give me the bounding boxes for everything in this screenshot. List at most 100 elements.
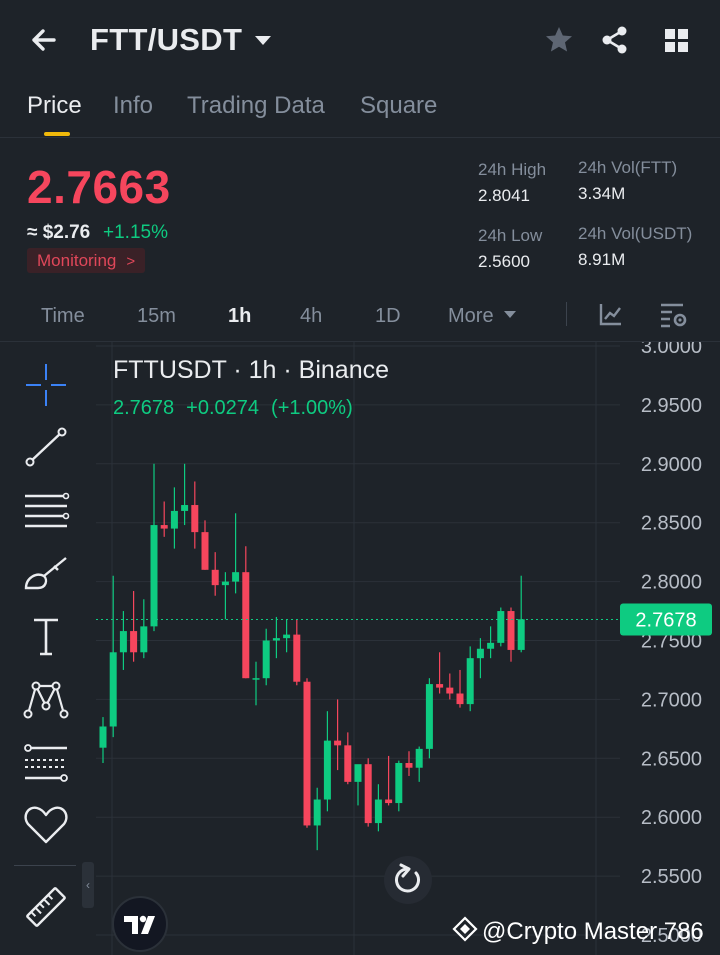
more-caret-icon	[504, 311, 517, 318]
candle-body	[497, 611, 505, 643]
candle-body	[425, 684, 433, 749]
candle-body	[364, 764, 372, 824]
low-24h-value: 2.5600	[478, 252, 530, 271]
indicator-chart-icon[interactable]	[598, 301, 624, 333]
candle-body	[344, 745, 352, 782]
crosshair-icon[interactable]	[22, 362, 70, 408]
monitoring-label: Monitoring	[37, 251, 117, 270]
candle-body	[252, 678, 260, 680]
tools-divider	[14, 865, 76, 866]
interval-4h[interactable]: 4h	[300, 305, 323, 327]
candle-body	[507, 611, 515, 650]
y-axis-tick-label: 2.6000	[641, 807, 702, 829]
y-axis-tick-label: 2.6500	[641, 748, 702, 770]
star-icon[interactable]	[543, 24, 575, 56]
candle-body	[293, 634, 301, 682]
candle-body	[150, 525, 158, 627]
page-tabs: Price Info Trading Data Square	[0, 82, 720, 138]
interval-15m[interactable]: 15m	[137, 305, 176, 327]
interval-1d[interactable]: 1D	[375, 305, 401, 327]
back-arrow-icon[interactable]	[26, 24, 62, 56]
candle-body	[303, 681, 311, 826]
candle-body	[415, 748, 423, 768]
ohlc-close: 2.7678	[113, 397, 175, 419]
candle-body	[170, 510, 178, 529]
y-axis-tick-label: 2.8500	[641, 513, 702, 535]
candle-body	[140, 626, 148, 653]
y-axis-tick-label: 2.9000	[641, 454, 702, 476]
candle-body	[160, 525, 168, 529]
drawing-tools-panel: ‹	[0, 342, 96, 955]
vol-base-label: 24h Vol(FTT)	[578, 158, 678, 177]
interval-separator	[566, 302, 567, 326]
candle-body	[191, 505, 199, 533]
vol-quote-value: 8.91M	[578, 250, 626, 269]
horizontal-lines-icon[interactable]	[22, 488, 70, 534]
y-axis-tick-label: 2.7500	[641, 631, 702, 653]
interval-1h[interactable]: 1h	[228, 305, 252, 327]
text-icon[interactable]	[22, 614, 70, 660]
y-axis-tick-label: 2.7000	[641, 689, 702, 711]
tradingview-logo	[112, 896, 168, 952]
high-24h-label: 24h High	[478, 160, 547, 179]
chevron-right-icon: >	[126, 253, 136, 270]
watermark-text: @Crypto Master 786	[482, 918, 704, 945]
candle-body	[374, 799, 382, 824]
candle-body	[262, 640, 270, 679]
share-icon[interactable]	[599, 24, 631, 56]
interval-time[interactable]: Time	[41, 305, 85, 327]
candle-body	[476, 648, 484, 659]
interval-bar: Time 15m 1h 4h 1D More	[0, 290, 720, 342]
tab-square[interactable]: Square	[360, 92, 438, 119]
candle-body	[456, 693, 464, 705]
candle-body	[119, 631, 127, 653]
tab-trading-data[interactable]: Trading Data	[187, 92, 325, 119]
brush-icon[interactable]	[22, 550, 70, 596]
candle-body	[405, 763, 413, 768]
candle-body	[242, 572, 250, 679]
vol-quote-label: 24h Vol(USDT)	[578, 224, 693, 243]
y-axis-tick-label: 2.5500	[641, 866, 702, 888]
interval-more[interactable]: More	[448, 305, 517, 328]
tab-price[interactable]: Price	[27, 92, 82, 119]
candle-body	[517, 619, 525, 650]
candle-body	[181, 505, 189, 511]
candle-body	[466, 658, 474, 705]
pattern-icon[interactable]	[22, 676, 70, 722]
ruler-icon[interactable]	[22, 884, 70, 930]
pair-dropdown-caret-icon[interactable]	[252, 29, 274, 51]
watermark: @Crypto Master 786	[452, 916, 704, 946]
chart-settings-icon[interactable]	[658, 300, 688, 336]
candle-body	[201, 532, 209, 570]
binance-logo-icon	[452, 916, 478, 942]
candle-body	[283, 634, 291, 639]
candle-body	[395, 763, 403, 804]
candle-body	[211, 569, 219, 586]
current-price-label: 2.7678	[635, 610, 696, 632]
candle-body	[487, 642, 495, 649]
tab-info[interactable]: Info	[113, 92, 154, 119]
reset-chart-icon[interactable]	[384, 856, 432, 904]
ohlc-percent: (+1.00%)	[271, 397, 353, 419]
candle-body	[446, 687, 454, 694]
trading-pair-title[interactable]: FTT/USDT	[90, 22, 243, 57]
interval-more-label: More	[448, 305, 494, 327]
candle-body	[272, 638, 280, 641]
candle-body	[334, 740, 342, 746]
candlestick-chart[interactable]: 3.0000 2.9500 2.9000 2.8500 2.8000 2.7500 2.70…	[96, 342, 720, 955]
trend-line-icon[interactable]	[22, 424, 70, 470]
favorite-icon[interactable]	[22, 802, 70, 848]
candle-body	[130, 631, 138, 653]
candle-body	[109, 652, 117, 727]
vol-base-value: 3.34M	[578, 184, 626, 203]
prediction-icon[interactable]	[22, 740, 70, 786]
price-usd-equivalent: ≈ $2.76	[27, 222, 91, 243]
y-axis-tick-label: 2.9500	[641, 395, 702, 417]
price-change-percent: +1.15%	[103, 222, 168, 243]
y-axis-tick-label: 2.5000	[641, 925, 702, 947]
grid-menu-icon[interactable]	[660, 24, 692, 56]
y-axis-tick-label: 2.8000	[641, 572, 702, 594]
ohlc-change: +0.0274	[186, 397, 260, 419]
collapse-tools-chevron-icon[interactable]: ‹	[82, 862, 94, 908]
monitoring-button[interactable]: Monitoring >	[27, 248, 146, 273]
